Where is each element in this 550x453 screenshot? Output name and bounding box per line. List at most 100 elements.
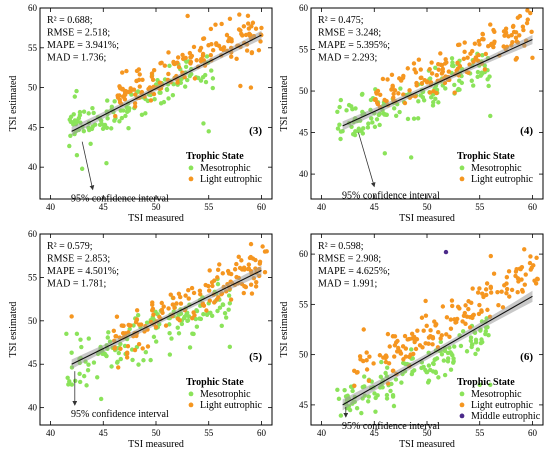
data-point xyxy=(436,61,441,67)
data-point xyxy=(65,375,70,380)
legend-title: Trophic State xyxy=(186,151,244,162)
y-axis-label: TSI estimated xyxy=(279,76,290,132)
data-point xyxy=(122,97,128,102)
data-point xyxy=(254,279,259,285)
data-point xyxy=(124,68,129,74)
data-point xyxy=(418,67,423,72)
regression-line xyxy=(71,269,262,365)
data-point xyxy=(133,92,138,97)
data-point xyxy=(131,323,136,328)
data-point xyxy=(338,129,344,134)
data-point xyxy=(126,89,131,95)
data-point xyxy=(380,76,386,82)
data-point xyxy=(411,61,417,66)
x-tick-label: 45 xyxy=(99,428,109,438)
data-point xyxy=(458,343,464,349)
legend-entry: Light eutrophic xyxy=(471,174,533,185)
data-point xyxy=(226,271,232,276)
data-point xyxy=(504,286,510,292)
y-axis-label: TSI estimated xyxy=(8,76,19,132)
data-point xyxy=(168,292,173,297)
x-axis-label: TSI measured xyxy=(399,213,455,224)
data-point xyxy=(135,89,141,94)
data-point xyxy=(239,31,244,37)
data-point xyxy=(433,370,439,376)
data-point xyxy=(369,116,374,121)
data-point xyxy=(484,292,489,298)
data-point xyxy=(350,388,355,394)
data-point xyxy=(175,325,180,330)
data-point xyxy=(420,95,426,100)
data-point xyxy=(121,108,126,113)
data-point xyxy=(176,291,182,296)
data-point xyxy=(427,67,432,72)
data-point xyxy=(486,333,491,338)
data-point xyxy=(501,44,506,49)
data-point xyxy=(423,298,428,304)
data-point xyxy=(524,20,530,26)
data-point xyxy=(360,384,365,390)
data-point xyxy=(81,128,87,134)
data-point xyxy=(187,50,193,56)
data-point xyxy=(236,27,242,32)
data-point xyxy=(473,351,478,357)
data-point xyxy=(525,8,530,13)
legend-entry: Light eutrophic xyxy=(471,400,533,411)
data-point xyxy=(69,350,74,355)
data-point xyxy=(207,268,212,273)
data-point xyxy=(105,98,110,103)
x-tick-label: 50 xyxy=(152,428,162,438)
data-point xyxy=(335,126,341,131)
data-point xyxy=(476,38,481,44)
data-point xyxy=(483,287,489,292)
data-point xyxy=(208,26,214,32)
data-point xyxy=(522,282,527,287)
data-point xyxy=(364,367,370,372)
data-point xyxy=(124,355,130,360)
data-point xyxy=(441,358,447,363)
stat-line: RMSE = 3.248; xyxy=(318,28,381,39)
data-point xyxy=(192,76,198,81)
data-point xyxy=(136,67,142,72)
data-point xyxy=(488,253,493,259)
data-point xyxy=(236,254,241,260)
y-tick-label: 60 xyxy=(28,3,38,13)
data-point xyxy=(408,155,414,160)
data-point xyxy=(104,353,109,359)
data-point xyxy=(122,93,127,98)
data-point xyxy=(472,41,478,46)
data-point xyxy=(425,380,431,385)
data-point xyxy=(534,255,539,260)
data-point xyxy=(126,108,132,113)
data-point xyxy=(375,88,381,94)
data-point xyxy=(215,275,220,280)
data-point xyxy=(488,382,493,387)
data-point xyxy=(157,90,162,95)
data-point xyxy=(476,52,481,58)
data-point xyxy=(444,315,450,320)
legend-title: Trophic State xyxy=(457,377,515,388)
data-point xyxy=(215,308,220,314)
data-point xyxy=(227,344,233,350)
data-point xyxy=(338,413,344,418)
legend-marker xyxy=(188,165,194,171)
data-point xyxy=(219,21,224,27)
data-point xyxy=(457,306,462,311)
data-point xyxy=(444,332,449,337)
data-point xyxy=(410,356,415,361)
x-axis-label: TSI measured xyxy=(128,213,184,224)
data-point xyxy=(118,346,123,351)
data-point xyxy=(194,58,199,63)
data-point xyxy=(250,20,256,25)
legend-title: Trophic State xyxy=(457,151,515,162)
data-point xyxy=(415,328,420,333)
data-point xyxy=(405,337,410,342)
data-point xyxy=(186,287,191,293)
data-point xyxy=(212,300,217,305)
data-point xyxy=(499,289,504,294)
data-point xyxy=(491,44,496,50)
y-tick-label: 50 xyxy=(28,316,38,326)
data-point xyxy=(176,64,182,70)
data-point xyxy=(392,354,397,359)
